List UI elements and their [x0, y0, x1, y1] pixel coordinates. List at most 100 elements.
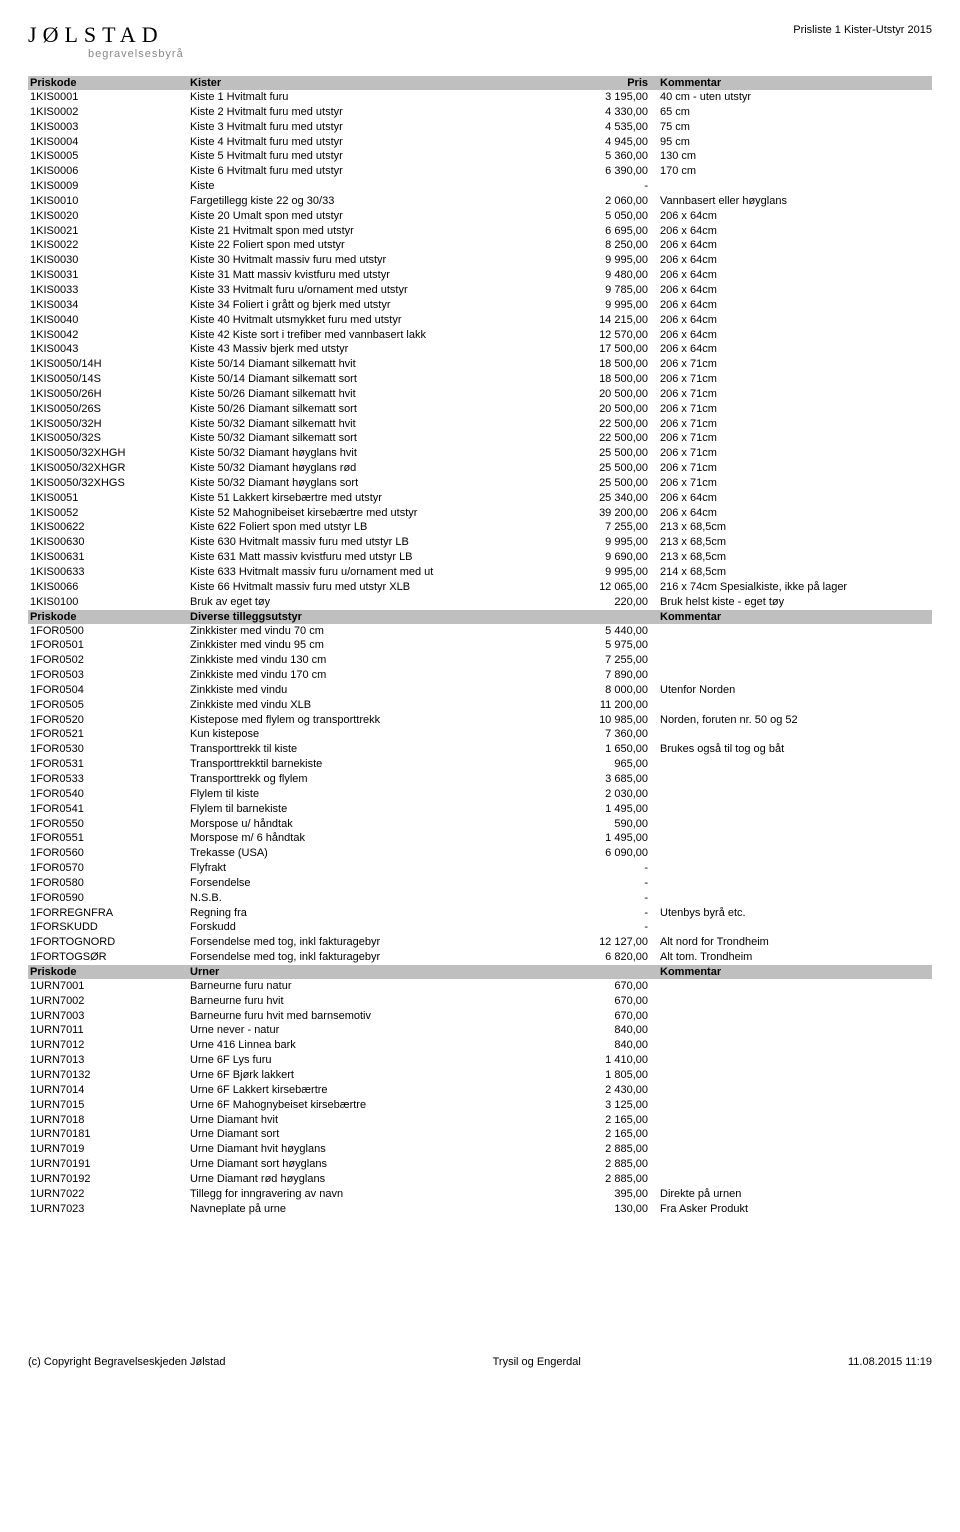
cell-price: 18 500,00: [564, 357, 660, 372]
cell-desc: Zinkkiste med vindu 170 cm: [190, 668, 564, 683]
cell-desc: Forsendelse: [190, 876, 564, 891]
cell-comment: [660, 920, 930, 935]
cell-comment: [660, 757, 930, 772]
table-row: 1KIS0002Kiste 2 Hvitmalt furu med utstyr…: [28, 105, 932, 120]
cell-comment: Alt nord for Trondheim: [660, 935, 930, 950]
cell-price: 25 500,00: [564, 461, 660, 476]
cell-code: 1FOR0501: [30, 638, 190, 653]
table-row: 1FOR0531Transporttrekktil barnekiste965,…: [28, 757, 932, 772]
table-row: 1URN7001Barneurne furu natur670,00: [28, 979, 932, 994]
cell-code: 1URN7022: [30, 1187, 190, 1202]
cell-code: 1KIS0066: [30, 580, 190, 595]
cell-price: 965,00: [564, 757, 660, 772]
cell-desc: Kiste 50/14 Diamant silkematt sort: [190, 372, 564, 387]
cell-code: 1URN70132: [30, 1068, 190, 1083]
cell-desc: Kiste 633 Hvitmalt massiv furu u/ornamen…: [190, 565, 564, 580]
cell-code: 1KIS0001: [30, 90, 190, 105]
cell-desc: Trekasse (USA): [190, 846, 564, 861]
cell-comment: [660, 727, 930, 742]
cell-code: 1KIS0004: [30, 135, 190, 150]
cell-comment: 214 x 68,5cm: [660, 565, 930, 580]
cell-price: 1 410,00: [564, 1053, 660, 1068]
table-row: 1FOR0501Zinkkister med vindu 95 cm5 975,…: [28, 638, 932, 653]
table-row: 1KIS0050/14SKiste 50/14 Diamant silkemat…: [28, 372, 932, 387]
table-row: 1FOR0551Morspose m/ 6 håndtak1 495,00: [28, 831, 932, 846]
footer-right: 11.08.2015 11:19: [848, 1356, 932, 1368]
cell-code: 1URN7001: [30, 979, 190, 994]
cell-code: 1FOR0521: [30, 727, 190, 742]
cell-code: 1KIS0034: [30, 298, 190, 313]
cell-comment: [660, 624, 930, 639]
cell-price: 25 340,00: [564, 491, 660, 506]
table-row: 1FOR0560Trekasse (USA)6 090,00: [28, 846, 932, 861]
cell-desc: Kiste 5 Hvitmalt furu med utstyr: [190, 149, 564, 164]
cell-price: 4 945,00: [564, 135, 660, 150]
cell-comment: [660, 653, 930, 668]
cell-price: 1 495,00: [564, 831, 660, 846]
cell-desc: Kiste 50/32 Diamant høyglans sort: [190, 476, 564, 491]
cell-price: 17 500,00: [564, 342, 660, 357]
table-row: 1KIS0031Kiste 31 Matt massiv kvistfuru m…: [28, 268, 932, 283]
page-footer: (c) Copyright Begravelseskjeden Jølstad …: [28, 1356, 932, 1368]
table-row: 1KIS0033Kiste 33 Hvitmalt furu u/ornamen…: [28, 283, 932, 298]
cell-comment: [660, 1083, 930, 1098]
cell-price: 2 165,00: [564, 1113, 660, 1128]
cell-code: 1FOR0590: [30, 891, 190, 906]
cell-price: 20 500,00: [564, 387, 660, 402]
cell-desc: Kiste 50/32 Diamant silkematt sort: [190, 431, 564, 446]
cell-desc: Forskudd: [190, 920, 564, 935]
table-row: 1KIS0042Kiste 42 Kiste sort i trefiber m…: [28, 328, 932, 343]
cell-code: 1KIS0042: [30, 328, 190, 343]
cell-code: 1KIS0050/14H: [30, 357, 190, 372]
header-price: Pris: [564, 77, 660, 89]
table-row: 1KIS00622Kiste 622 Foliert spon med utst…: [28, 520, 932, 535]
cell-comment: 206 x 71cm: [660, 431, 930, 446]
cell-desc: Kiste 34 Foliert i grått og bjerk med ut…: [190, 298, 564, 313]
cell-comment: 206 x 64cm: [660, 238, 930, 253]
cell-price: 670,00: [564, 1009, 660, 1024]
cell-price: 6 820,00: [564, 950, 660, 965]
cell-price: -: [564, 876, 660, 891]
cell-code: 1KIS0031: [30, 268, 190, 283]
cell-desc: Kiste 20 Umalt spon med utstyr: [190, 209, 564, 224]
cell-comment: 206 x 71cm: [660, 387, 930, 402]
cell-desc: Urne Diamant rød høyglans: [190, 1172, 564, 1187]
cell-comment: 213 x 68,5cm: [660, 535, 930, 550]
cell-desc: Bruk av eget tøy: [190, 595, 564, 610]
table-row: 1FOR0570Flyfrakt-: [28, 861, 932, 876]
table-row: 1FORREGNFRARegning fra-Utenbys byrå etc.: [28, 906, 932, 921]
cell-desc: Kiste 50/26 Diamant silkematt sort: [190, 402, 564, 417]
cell-comment: [660, 1098, 930, 1113]
cell-code: 1URN70192: [30, 1172, 190, 1187]
cell-code: 1FOR0580: [30, 876, 190, 891]
cell-desc: Kiste 42 Kiste sort i trefiber med vannb…: [190, 328, 564, 343]
cell-comment: Fra Asker Produkt: [660, 1202, 930, 1217]
cell-code: 1URN7011: [30, 1023, 190, 1038]
cell-desc: Kiste 43 Massiv bjerk med utstyr: [190, 342, 564, 357]
cell-price: 2 885,00: [564, 1142, 660, 1157]
cell-code: 1FOR0503: [30, 668, 190, 683]
cell-price: 5 050,00: [564, 209, 660, 224]
header-price: [564, 611, 660, 623]
cell-desc: Urne 6F Lys furu: [190, 1053, 564, 1068]
cell-desc: Urne never - natur: [190, 1023, 564, 1038]
cell-comment: 130 cm: [660, 149, 930, 164]
cell-code: 1URN7015: [30, 1098, 190, 1113]
cell-comment: 206 x 64cm: [660, 298, 930, 313]
cell-price: 9 995,00: [564, 298, 660, 313]
cell-desc: Kiste 50/32 Diamant høyglans hvit: [190, 446, 564, 461]
table-row: 1KIS0100Bruk av eget tøy220,00Bruk helst…: [28, 595, 932, 610]
page-header: JØLSTAD begravelsesbyrå Prisliste 1 Kist…: [28, 24, 932, 60]
header-desc: Diverse tilleggsutstyr: [190, 611, 564, 623]
cell-desc: Barneurne furu natur: [190, 979, 564, 994]
cell-code: 1KIS0033: [30, 283, 190, 298]
cell-price: -: [564, 906, 660, 921]
cell-comment: [660, 876, 930, 891]
table-row: 1KIS0050/32XHGRKiste 50/32 Diamant høygl…: [28, 461, 932, 476]
cell-price: 12 570,00: [564, 328, 660, 343]
cell-code: 1KIS0009: [30, 179, 190, 194]
cell-code: 1FOR0500: [30, 624, 190, 639]
cell-price: 3 195,00: [564, 90, 660, 105]
table-row: 1KIS00631Kiste 631 Matt massiv kvistfuru…: [28, 550, 932, 565]
cell-price: -: [564, 920, 660, 935]
